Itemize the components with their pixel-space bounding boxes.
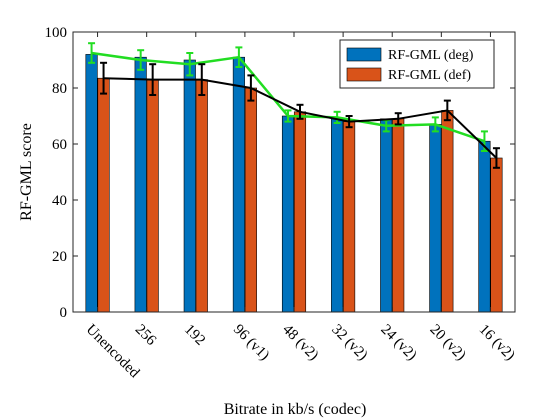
- legend: RF-GML (deg) RF-GML (def): [339, 39, 495, 89]
- bar-deg: [232, 56, 245, 313]
- x-tick-label: 16 (v2): [476, 322, 518, 364]
- x-tick-label: 96 (v1): [230, 322, 272, 364]
- y-tick-label: 40: [52, 193, 67, 209]
- x-tick-label: 20 (v2): [427, 322, 469, 364]
- bar-deg: [134, 56, 147, 313]
- bar-def: [97, 77, 110, 313]
- bar-def: [343, 121, 356, 313]
- bar-deg: [331, 118, 344, 313]
- bar-def: [441, 110, 454, 313]
- bar-deg: [380, 118, 393, 313]
- y-tick-label: 60: [52, 137, 67, 153]
- x-tick-label: 24 (v2): [377, 322, 419, 364]
- legend-label: RF-GML (def): [388, 68, 471, 83]
- x-tick-label: 32 (v2): [328, 322, 370, 364]
- bar-deg: [85, 54, 98, 313]
- y-tick-label: 100: [45, 25, 68, 41]
- y-tick-label: 20: [52, 249, 67, 265]
- bar-deg: [183, 59, 196, 313]
- y-tick-label: 80: [52, 81, 67, 97]
- bar-def: [146, 79, 159, 313]
- x-tick-label: 48 (v2): [279, 322, 321, 364]
- y-tick-label: 0: [60, 305, 68, 321]
- bar-deg: [281, 115, 295, 313]
- bar-def: [293, 111, 307, 313]
- x-tick-label: 256: [132, 322, 160, 350]
- bar-def: [392, 118, 405, 313]
- legend-swatch: [346, 67, 382, 82]
- x-tick-label: 192: [181, 322, 208, 349]
- lines-group: [88, 42, 500, 169]
- legend-label: RF-GML (deg): [388, 48, 474, 63]
- y-axis-title: RF-GML score: [18, 123, 35, 221]
- bar-def: [195, 79, 208, 313]
- legend-swatch: [346, 47, 382, 62]
- bar-def: [490, 157, 503, 313]
- bar-deg: [429, 124, 442, 313]
- bar-def: [244, 87, 257, 313]
- bars-group: [85, 54, 503, 313]
- x-axis-title: Bitrate in kb/s (codec): [224, 401, 367, 418]
- bar-deg: [478, 140, 491, 313]
